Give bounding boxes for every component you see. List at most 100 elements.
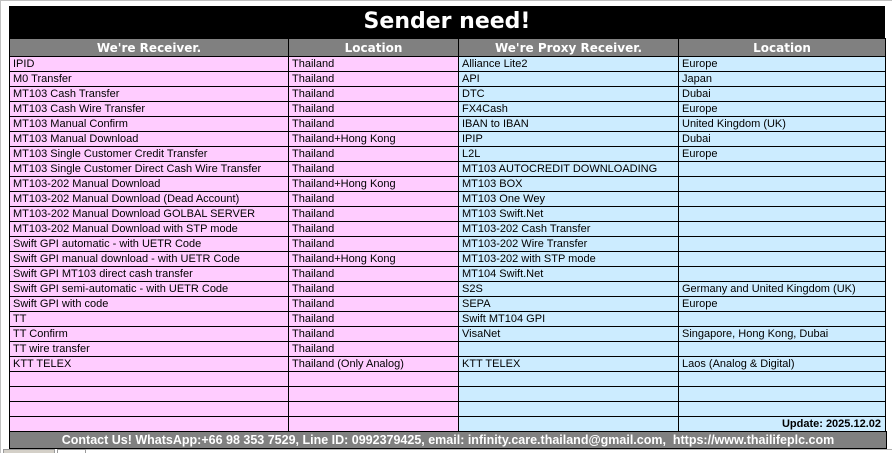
cell-receiver-location[interactable]: Thailand (288, 281, 459, 297)
cell-proxy-receiver[interactable]: MT103 BOX (458, 176, 679, 192)
cell-empty[interactable] (9, 401, 289, 417)
cell-empty[interactable] (288, 416, 459, 432)
cell-empty[interactable] (9, 386, 289, 402)
cell-receiver-location[interactable]: Thailand (288, 146, 459, 162)
cell-proxy-receiver[interactable]: API (458, 71, 679, 87)
cell-receiver[interactable]: Swift GPI MT103 direct cash transfer (9, 266, 289, 282)
cell-empty[interactable] (288, 401, 459, 417)
cell-receiver[interactable]: TT (9, 311, 289, 327)
sheet-tab[interactable] (3, 449, 55, 453)
cell-receiver-location[interactable]: Thailand (288, 206, 459, 222)
cell-receiver[interactable]: TT wire transfer (9, 341, 289, 357)
cell-empty[interactable] (9, 371, 289, 387)
cell-receiver[interactable]: MT103 Cash Wire Transfer (9, 101, 289, 117)
cell-empty[interactable] (458, 401, 679, 417)
cell-proxy-receiver[interactable]: VisaNet (458, 326, 679, 342)
cell-proxy-location[interactable] (678, 236, 886, 252)
cell-receiver[interactable]: MT103-202 Manual Download (Dead Account) (9, 191, 289, 207)
cell-proxy-receiver[interactable]: IPIP (458, 131, 679, 147)
cell-receiver-location[interactable]: Thailand (288, 71, 459, 87)
cell-proxy-receiver[interactable] (458, 341, 679, 357)
cell-receiver-location[interactable]: Thailand (288, 296, 459, 312)
cell-receiver-location[interactable]: Thailand (288, 86, 459, 102)
cell-proxy-receiver[interactable]: Swift MT104 GPI (458, 311, 679, 327)
cell-empty[interactable] (458, 416, 679, 432)
cell-proxy-receiver[interactable]: SEPA (458, 296, 679, 312)
cell-receiver[interactable]: MT103 Single Customer Direct Cash Wire T… (9, 161, 289, 177)
cell-receiver-location[interactable]: Thailand+Hong Kong (288, 131, 459, 147)
cell-receiver[interactable]: MT103 Single Customer Credit Transfer (9, 146, 289, 162)
cell-proxy-receiver[interactable]: MT103-202 Wire Transfer (458, 236, 679, 252)
cell-receiver[interactable]: MT103-202 Manual Download GOLBAL SERVER (9, 206, 289, 222)
cell-proxy-location[interactable]: Singapore, Hong Kong, Dubai (678, 326, 886, 342)
cell-receiver[interactable]: KTT TELEX (9, 356, 289, 372)
cell-receiver-location[interactable]: Thailand (288, 161, 459, 177)
cell-proxy-location[interactable] (678, 251, 886, 267)
cell-receiver-location[interactable]: Thailand+Hong Kong (288, 251, 459, 267)
cell-proxy-receiver[interactable]: IBAN to IBAN (458, 116, 679, 132)
cell-receiver-location[interactable]: Thailand (288, 341, 459, 357)
cell-proxy-receiver[interactable]: Alliance Lite2 (458, 56, 679, 72)
cell-proxy-receiver[interactable]: MT103 One Wey (458, 191, 679, 207)
cell-receiver[interactable]: IPID (9, 56, 289, 72)
cell-empty[interactable] (678, 371, 886, 387)
cell-proxy-location[interactable]: Dubai (678, 131, 886, 147)
cell-receiver[interactable]: MT103 Cash Transfer (9, 86, 289, 102)
cell-receiver[interactable]: Swift GPI automatic - with UETR Code (9, 236, 289, 252)
cell-proxy-location[interactable]: Dubai (678, 86, 886, 102)
cell-receiver-location[interactable]: Thailand (288, 116, 459, 132)
cell-proxy-location[interactable] (678, 221, 886, 237)
cell-receiver-location[interactable]: Thailand (288, 221, 459, 237)
cell-receiver-location[interactable]: Thailand (288, 236, 459, 252)
cell-receiver[interactable]: Swift GPI with code (9, 296, 289, 312)
cell-empty[interactable] (458, 386, 679, 402)
cell-proxy-receiver[interactable]: MT103 Swift.Net (458, 206, 679, 222)
cell-proxy-receiver[interactable]: MT103 AUTOCREDIT DOWNLOADING (458, 161, 679, 177)
cell-receiver-location[interactable]: Thailand (288, 56, 459, 72)
cell-proxy-location[interactable] (678, 191, 886, 207)
cell-receiver[interactable]: MT103 Manual Download (9, 131, 289, 147)
cell-receiver[interactable]: Swift GPI semi-automatic - with UETR Cod… (9, 281, 289, 297)
cell-proxy-location[interactable] (678, 311, 886, 327)
cell-proxy-receiver[interactable]: FX4Cash (458, 101, 679, 117)
cell-proxy-location[interactable] (678, 266, 886, 282)
cell-receiver-location[interactable]: Thailand (288, 266, 459, 282)
cell-empty[interactable] (678, 401, 886, 417)
sheet-tab-active[interactable] (57, 449, 86, 453)
cell-receiver[interactable]: Swift GPI manual download - with UETR Co… (9, 251, 289, 267)
cell-proxy-location[interactable] (678, 341, 886, 357)
cell-receiver-location[interactable]: Thailand (288, 311, 459, 327)
cell-proxy-location[interactable] (678, 161, 886, 177)
cell-proxy-location[interactable]: Europe (678, 101, 886, 117)
cell-proxy-receiver[interactable]: DTC (458, 86, 679, 102)
cell-receiver-location[interactable]: Thailand (Only Analog) (288, 356, 459, 372)
cell-receiver-location[interactable]: Thailand (288, 326, 459, 342)
cell-receiver-location[interactable]: Thailand (288, 191, 459, 207)
cell-receiver[interactable]: TT Confirm (9, 326, 289, 342)
cell-proxy-location[interactable]: Germany and United Kingdom (UK) (678, 281, 886, 297)
cell-proxy-location[interactable]: United Kingdom (UK) (678, 116, 886, 132)
cell-empty[interactable] (678, 386, 886, 402)
update-note[interactable]: Update: 2025.12.02 (678, 416, 886, 432)
cell-empty[interactable] (288, 371, 459, 387)
cell-proxy-location[interactable]: Europe (678, 56, 886, 72)
cell-proxy-location[interactable] (678, 206, 886, 222)
cell-receiver-location[interactable]: Thailand (288, 101, 459, 117)
cell-proxy-location[interactable]: Europe (678, 296, 886, 312)
cell-receiver[interactable]: MT103 Manual Confirm (9, 116, 289, 132)
cell-empty[interactable] (288, 386, 459, 402)
cell-proxy-location[interactable]: Japan (678, 71, 886, 87)
cell-proxy-receiver[interactable]: KTT TELEX (458, 356, 679, 372)
cell-proxy-location[interactable] (678, 176, 886, 192)
cell-proxy-receiver[interactable]: MT104 Swift.Net (458, 266, 679, 282)
cell-empty[interactable] (458, 371, 679, 387)
cell-receiver-location[interactable]: Thailand+Hong Kong (288, 176, 459, 192)
cell-proxy-receiver[interactable]: L2L (458, 146, 679, 162)
cell-proxy-location[interactable]: Laos (Analog & Digital) (678, 356, 886, 372)
cell-receiver[interactable]: M0 Transfer (9, 71, 289, 87)
cell-proxy-receiver[interactable]: MT103-202 Cash Transfer (458, 221, 679, 237)
cell-receiver[interactable]: MT103-202 Manual Download with STP mode (9, 221, 289, 237)
cell-proxy-receiver[interactable]: S2S (458, 281, 679, 297)
cell-proxy-receiver[interactable]: MT103-202 with STP mode (458, 251, 679, 267)
cell-empty[interactable] (9, 416, 289, 432)
